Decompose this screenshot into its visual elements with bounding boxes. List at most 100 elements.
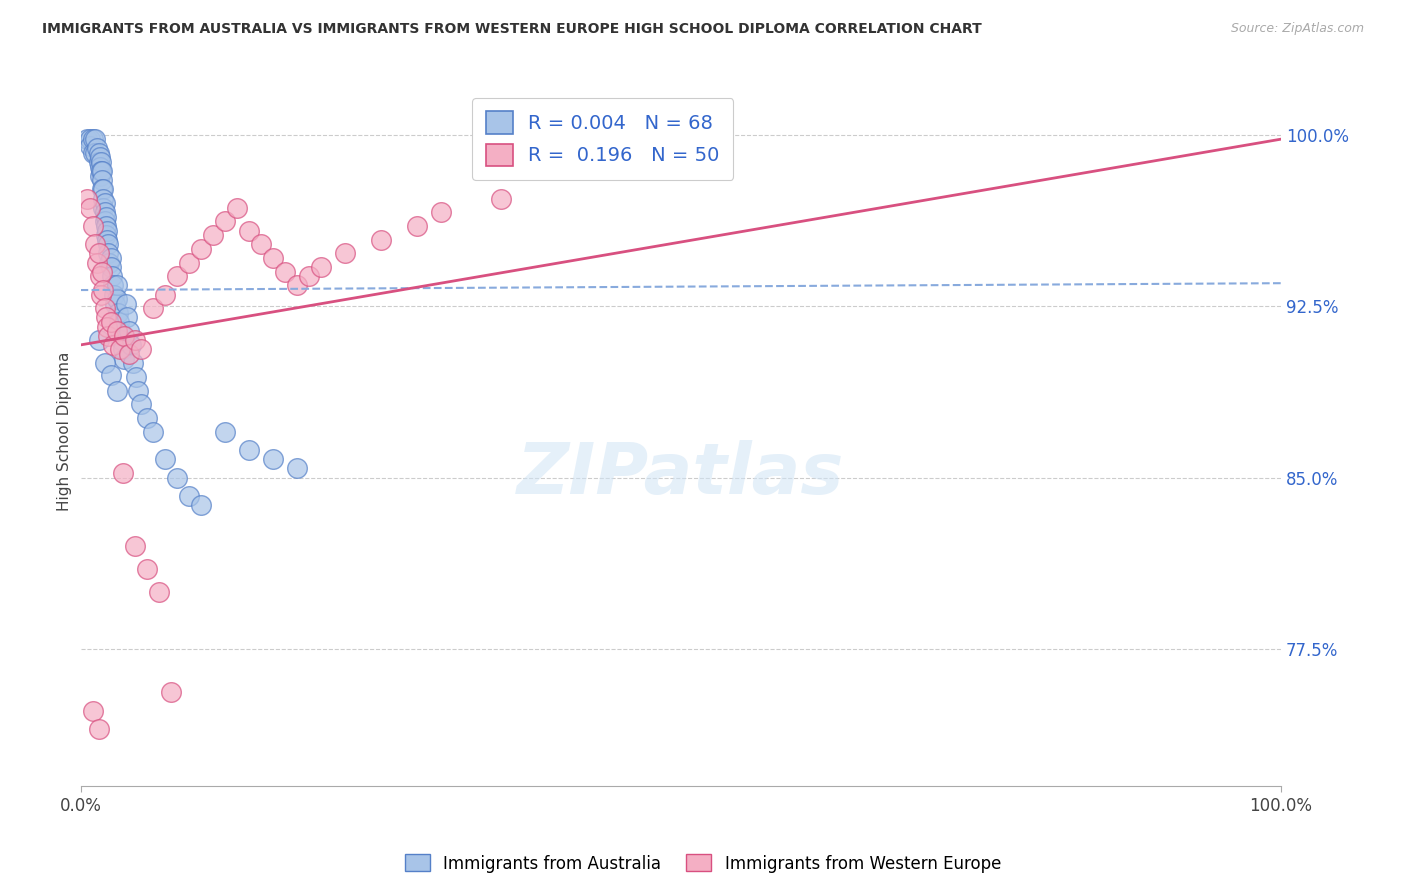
Point [79,201,101,215]
Point [82,145,104,160]
Point [93,196,115,211]
Point [90,155,112,169]
Point [96,233,118,247]
Point [94,228,117,243]
Point [104,297,127,311]
Point [101,338,124,352]
Point [94,219,117,233]
Point [238,224,260,238]
Point [489,192,512,206]
Point [297,269,319,284]
Point [135,411,157,425]
Point [141,301,163,316]
Point [111,343,134,357]
Point [89,269,111,284]
Point [115,297,138,311]
Point [214,214,236,228]
Point [87,155,110,169]
Point [238,443,260,458]
Legend: R = 0.004   N = 68, R =  0.196   N = 50: R = 0.004 N = 68, R = 0.196 N = 50 [472,98,734,179]
Point [100,260,122,275]
Point [166,269,188,284]
Point [79,139,101,153]
Point [93,301,115,316]
Point [108,324,131,338]
Point [117,347,139,361]
Point [262,452,284,467]
Point [84,132,107,146]
Point [91,192,114,206]
Point [97,246,120,260]
Point [91,182,114,196]
Point [89,151,111,165]
Point [108,343,131,357]
Point [103,287,125,301]
Point [405,219,427,233]
Point [87,145,110,160]
Point [262,251,284,265]
Point [82,219,104,233]
Point [94,210,117,224]
Point [429,205,451,219]
Point [91,173,114,187]
Point [79,132,101,146]
Point [550,132,572,146]
Point [370,233,392,247]
Point [89,160,111,174]
Point [96,224,118,238]
Point [108,315,131,329]
Point [117,324,139,338]
Point [93,356,115,370]
Point [97,328,120,343]
Point [127,384,149,398]
Point [91,283,114,297]
Point [107,306,129,320]
Point [125,370,148,384]
Text: ZIPatlas: ZIPatlas [517,440,845,508]
Point [87,722,110,736]
Y-axis label: High School Diploma: High School Diploma [58,352,72,511]
Point [105,324,128,338]
Point [105,278,128,293]
Point [166,470,188,484]
Point [153,287,176,301]
Point [76,132,98,146]
Point [122,356,145,370]
Point [190,242,212,256]
Point [96,319,118,334]
Point [120,338,142,352]
Point [309,260,332,275]
Point [101,278,124,293]
Point [82,132,104,146]
Point [201,228,224,243]
Point [93,214,115,228]
Point [100,368,122,382]
Point [91,164,114,178]
Point [112,351,135,366]
Point [135,562,157,576]
Point [112,328,135,343]
Point [285,461,308,475]
Point [91,182,114,196]
Point [91,265,114,279]
Point [110,334,132,348]
Point [249,237,271,252]
Point [333,246,356,260]
Point [87,334,110,348]
Point [273,265,295,279]
Point [177,255,200,269]
Legend: Immigrants from Australia, Immigrants from Western Europe: Immigrants from Australia, Immigrants fr… [398,847,1008,880]
Point [76,192,98,206]
Point [111,466,134,480]
Text: IMMIGRANTS FROM AUSTRALIA VS IMMIGRANTS FROM WESTERN EUROPE HIGH SCHOOL DIPLOMA : IMMIGRANTS FROM AUSTRALIA VS IMMIGRANTS … [42,22,981,37]
Point [100,269,122,284]
Point [214,425,236,439]
Point [124,334,146,348]
Text: Source: ZipAtlas.com: Source: ZipAtlas.com [1230,22,1364,36]
Point [141,425,163,439]
Point [86,255,108,269]
Point [86,141,108,155]
Point [148,584,170,599]
Point [285,278,308,293]
Point [84,145,107,160]
